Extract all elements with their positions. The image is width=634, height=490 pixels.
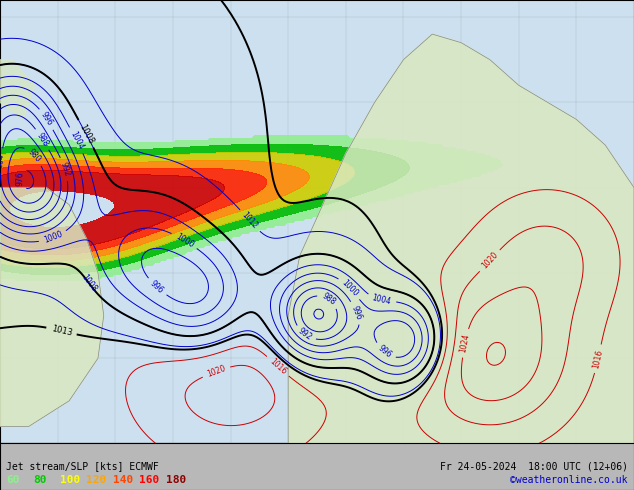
Text: 60: 60 xyxy=(6,475,20,485)
Text: 984: 984 xyxy=(0,153,6,168)
Text: 1016: 1016 xyxy=(592,348,605,369)
Text: 100: 100 xyxy=(60,475,80,485)
Text: 996: 996 xyxy=(349,304,363,321)
Text: 1020: 1020 xyxy=(480,250,500,271)
Text: ©weatheronline.co.uk: ©weatheronline.co.uk xyxy=(510,475,628,485)
Text: 976: 976 xyxy=(16,171,25,186)
Text: 120: 120 xyxy=(86,475,107,485)
Text: 988: 988 xyxy=(35,131,50,148)
Text: 996: 996 xyxy=(39,111,55,128)
Text: 80: 80 xyxy=(33,475,46,485)
Text: 996: 996 xyxy=(148,279,165,295)
Text: 140: 140 xyxy=(113,475,133,485)
Text: 1012: 1012 xyxy=(240,211,259,231)
Text: 1013: 1013 xyxy=(50,324,73,338)
Text: 992: 992 xyxy=(297,327,314,343)
Text: 1008: 1008 xyxy=(77,122,95,145)
Text: 180: 180 xyxy=(166,475,186,485)
Text: Fr 24-05-2024  18:00 UTC (12+06): Fr 24-05-2024 18:00 UTC (12+06) xyxy=(439,462,628,471)
Text: 980: 980 xyxy=(26,147,42,164)
Text: 160: 160 xyxy=(139,475,160,485)
Text: 996: 996 xyxy=(376,344,393,360)
Text: 1004: 1004 xyxy=(371,294,392,307)
Text: 992: 992 xyxy=(58,161,71,177)
Text: 1016: 1016 xyxy=(268,357,288,376)
Polygon shape xyxy=(288,34,634,443)
Text: 1004: 1004 xyxy=(68,130,85,151)
Text: 1008: 1008 xyxy=(79,272,98,294)
Text: 1024: 1024 xyxy=(459,333,472,353)
Text: 1000: 1000 xyxy=(174,232,195,249)
Text: 1000: 1000 xyxy=(340,278,360,298)
Polygon shape xyxy=(0,188,104,426)
Text: 988: 988 xyxy=(320,292,337,307)
Text: 1000: 1000 xyxy=(42,230,63,245)
Text: Jet stream/SLP [kts] ECMWF: Jet stream/SLP [kts] ECMWF xyxy=(6,462,159,471)
Polygon shape xyxy=(0,60,35,120)
Text: 1020: 1020 xyxy=(205,364,227,379)
